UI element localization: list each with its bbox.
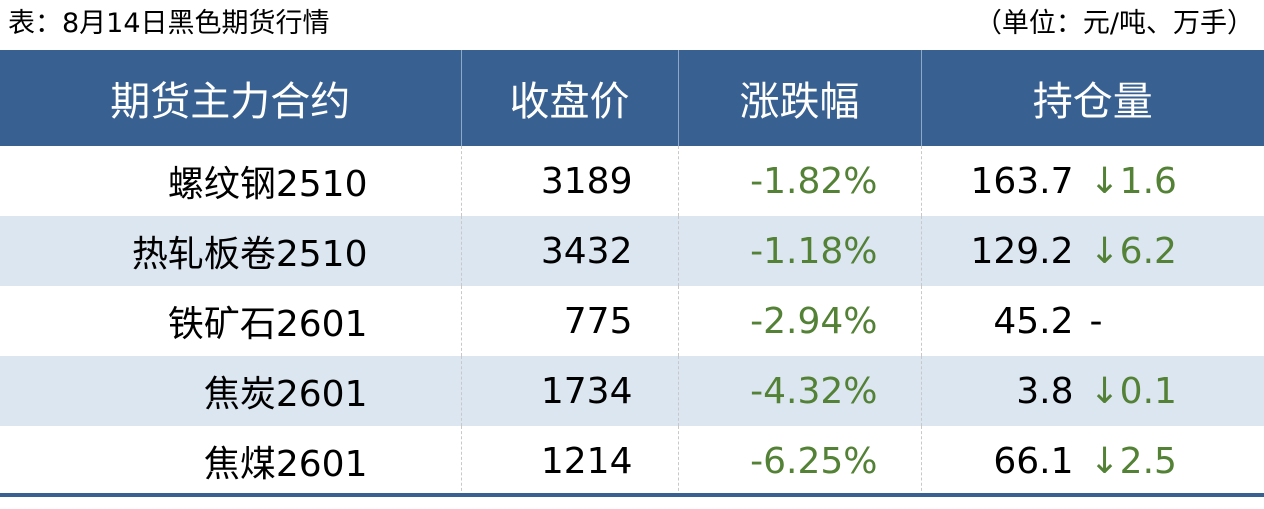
- open-interest-cell: 163.7 ↓1.6: [920, 146, 1264, 216]
- open-interest-change: ↓2.5: [1089, 440, 1177, 482]
- open-interest-cell: 66.1 ↓2.5: [920, 426, 1264, 496]
- change-pct-cell: -4.32%: [677, 356, 921, 426]
- change-pct-cell: -1.82%: [677, 146, 921, 216]
- header-contract: 期货主力合约: [0, 50, 461, 146]
- table-bottom-border: [0, 493, 1264, 497]
- contract-cell: 焦炭2601: [0, 356, 461, 426]
- table-row: 铁矿石2601 775 -2.94% 45.2 -: [0, 286, 1264, 356]
- table-row: 热轧板卷2510 3432 -1.18% 129.2 ↓6.2: [0, 216, 1264, 286]
- table-row: 焦炭2601 1734 -4.32% 3.8 ↓0.1: [0, 356, 1264, 426]
- open-interest-value: 66.1: [993, 440, 1074, 482]
- open-interest-value: 45.2: [993, 300, 1074, 342]
- close-price-cell: 1734: [460, 356, 678, 426]
- contract-cell: 焦煤2601: [203, 444, 368, 485]
- close-price-cell: 3432: [460, 216, 678, 286]
- change-pct-cell: -6.25%: [677, 426, 921, 496]
- open-interest-cell: 45.2 -: [920, 286, 1264, 356]
- table-caption: 表：8月14日黑色期货行情: [8, 8, 330, 39]
- open-interest-value: 129.2: [970, 230, 1074, 272]
- open-interest-cell: 3.8 ↓0.1: [920, 356, 1264, 426]
- header-open-interest: 持仓量: [920, 50, 1264, 146]
- open-interest-value: 3.8: [1016, 370, 1074, 412]
- close-price-cell: 3189: [460, 146, 678, 216]
- change-pct-cell: -1.18%: [677, 216, 921, 286]
- header-close: 收盘价: [460, 50, 678, 146]
- header-row: 期货主力合约 收盘价 涨跌幅 持仓量: [0, 50, 1264, 146]
- table-row: 焦煤2601 1214 -6.25% 66.1 ↓2.5: [0, 426, 1264, 496]
- contract-cell: 螺纹钢2510: [167, 164, 368, 205]
- futures-table: 期货主力合约 收盘价 涨跌幅 持仓量 螺纹钢2510 3189 -1.82% 1…: [0, 50, 1264, 496]
- contract-cell: 铁矿石2601: [167, 304, 368, 345]
- open-interest-change: -: [1089, 300, 1103, 342]
- open-interest-cell: 129.2 ↓6.2: [920, 216, 1264, 286]
- open-interest-change: ↓0.1: [1089, 370, 1177, 412]
- table-row: 螺纹钢2510 3189 -1.82% 163.7 ↓1.6: [0, 146, 1264, 216]
- open-interest-change: ↓6.2: [1089, 230, 1177, 272]
- open-interest-change: ↓1.6: [1089, 160, 1177, 202]
- close-price-cell: 775: [460, 286, 678, 356]
- header-change: 涨跌幅: [677, 50, 921, 146]
- close-price-cell: 1214: [460, 426, 678, 496]
- open-interest-value: 163.7: [970, 160, 1074, 202]
- unit-note: （单位：元/吨、万手）: [974, 8, 1254, 39]
- change-pct-cell: -2.94%: [677, 286, 921, 356]
- contract-cell: 热轧板卷2510: [0, 216, 461, 286]
